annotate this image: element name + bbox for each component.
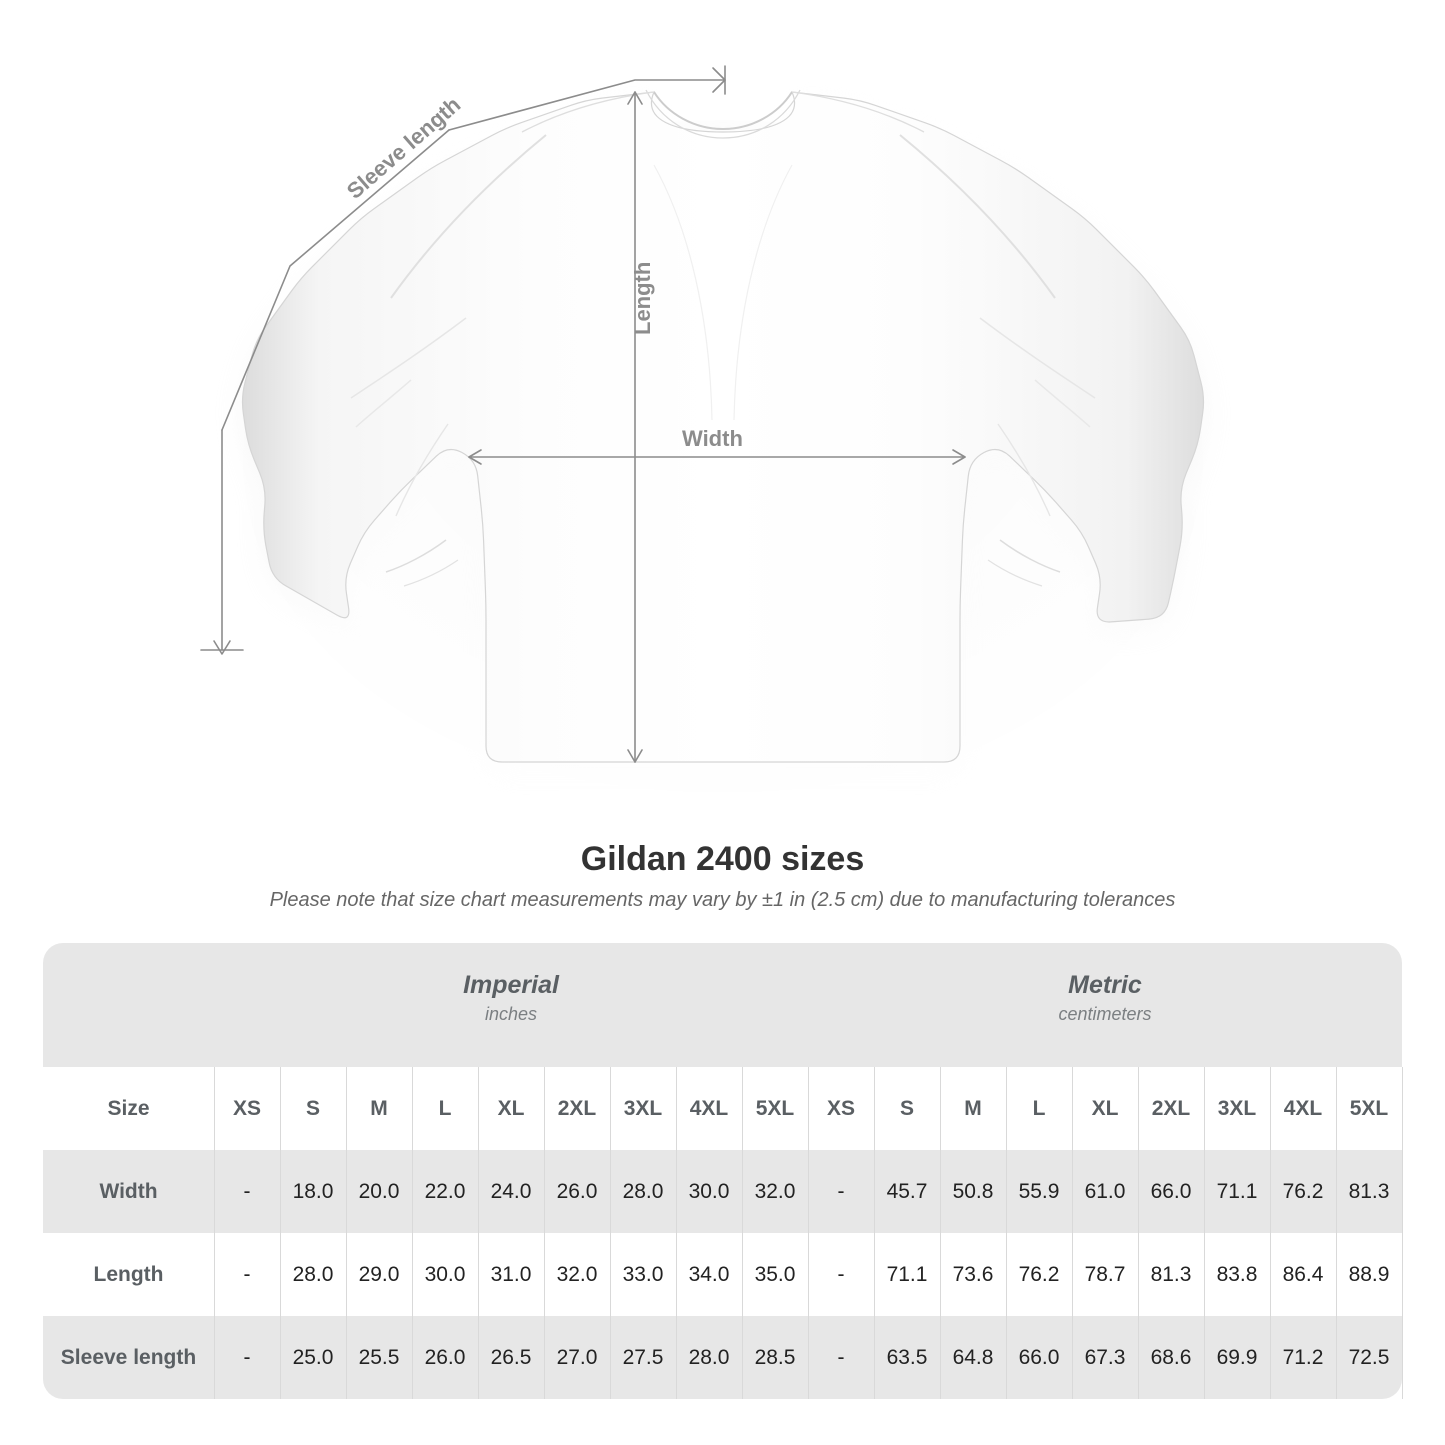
svg-text:Length: Length [630,262,655,335]
svg-text:Width: Width [682,426,743,451]
